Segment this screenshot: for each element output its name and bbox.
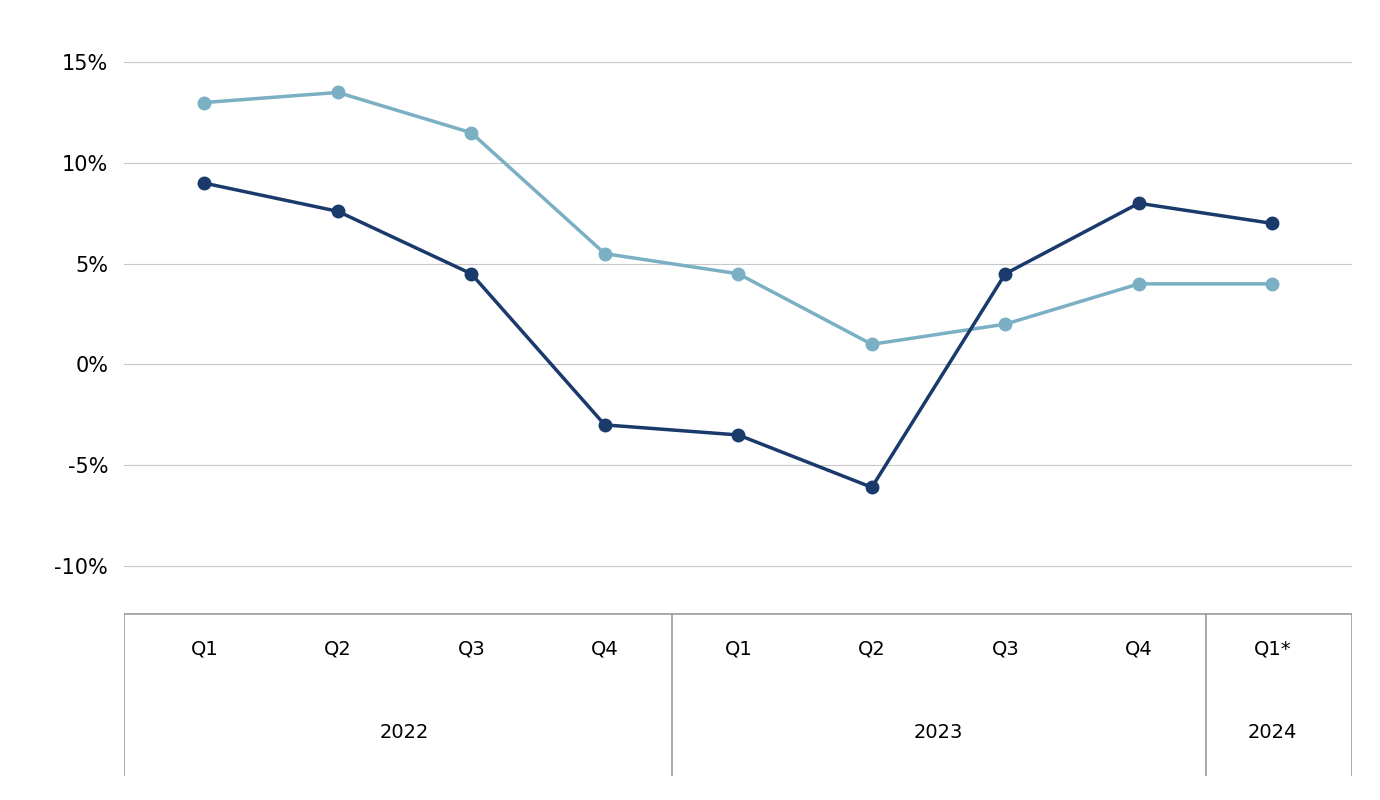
Text: Q3: Q3	[991, 640, 1020, 658]
Text: Q4: Q4	[591, 640, 618, 658]
Text: Q4: Q4	[1125, 640, 1152, 658]
Text: 2022: 2022	[380, 722, 429, 742]
Text: Q2: Q2	[324, 640, 352, 658]
Text: Q2: Q2	[858, 640, 886, 658]
Text: Q1: Q1	[724, 640, 752, 658]
Text: Q1*: Q1*	[1253, 640, 1292, 658]
Text: Q3: Q3	[457, 640, 486, 658]
Text: 2023: 2023	[914, 722, 963, 742]
Text: 2024: 2024	[1248, 722, 1297, 742]
Text: Q1: Q1	[190, 640, 218, 658]
